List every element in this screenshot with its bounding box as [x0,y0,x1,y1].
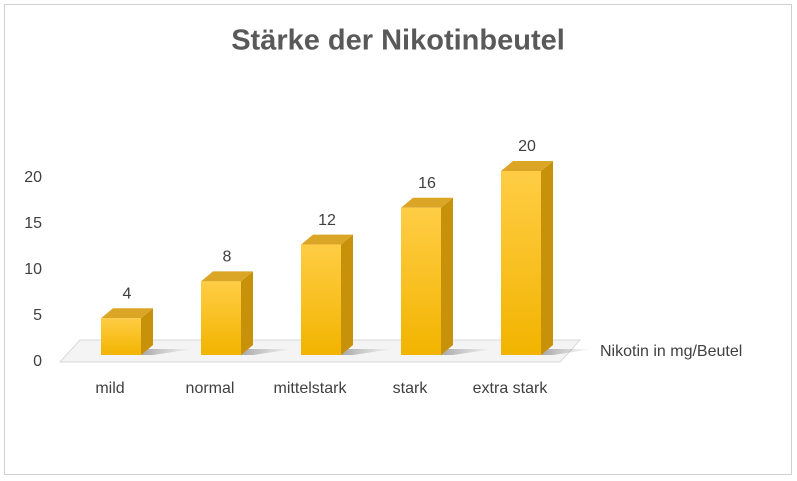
bar-top [201,271,253,282]
data-label: 8 [223,249,232,266]
y-tick-label: 5 [33,307,42,324]
bar [501,171,541,355]
chart-border [4,4,792,475]
x-tick-label: normal [186,380,235,397]
x-tick-label: stark [393,380,429,397]
x-tick-label: mild [95,380,124,397]
bar [101,318,141,355]
x-tick-label: mittelstark [274,380,348,397]
bar-top [301,234,353,245]
y-tick-label: 0 [33,353,42,370]
chart-title: Stärke der Nikotinbeutel [231,25,565,57]
bar-side [341,234,353,355]
bar [401,207,441,355]
y-tick-label: 15 [24,215,42,232]
bar-side [541,161,553,355]
bar-side [141,308,153,355]
data-label: 16 [418,175,436,192]
data-label: 20 [518,138,536,155]
bar-top [401,197,453,208]
bar [301,244,341,355]
data-label: 4 [123,285,132,302]
x-tick-label: extra stark [473,380,549,397]
bar-top [501,161,553,171]
bar [201,281,241,355]
bar-side [441,197,453,355]
series-label: Nikotin in mg/Beutel [600,343,742,360]
bar-top [101,308,153,319]
y-tick-label: 10 [24,261,42,278]
y-tick-label: 20 [24,169,42,186]
bar-side [241,271,253,355]
data-label: 12 [318,212,336,229]
